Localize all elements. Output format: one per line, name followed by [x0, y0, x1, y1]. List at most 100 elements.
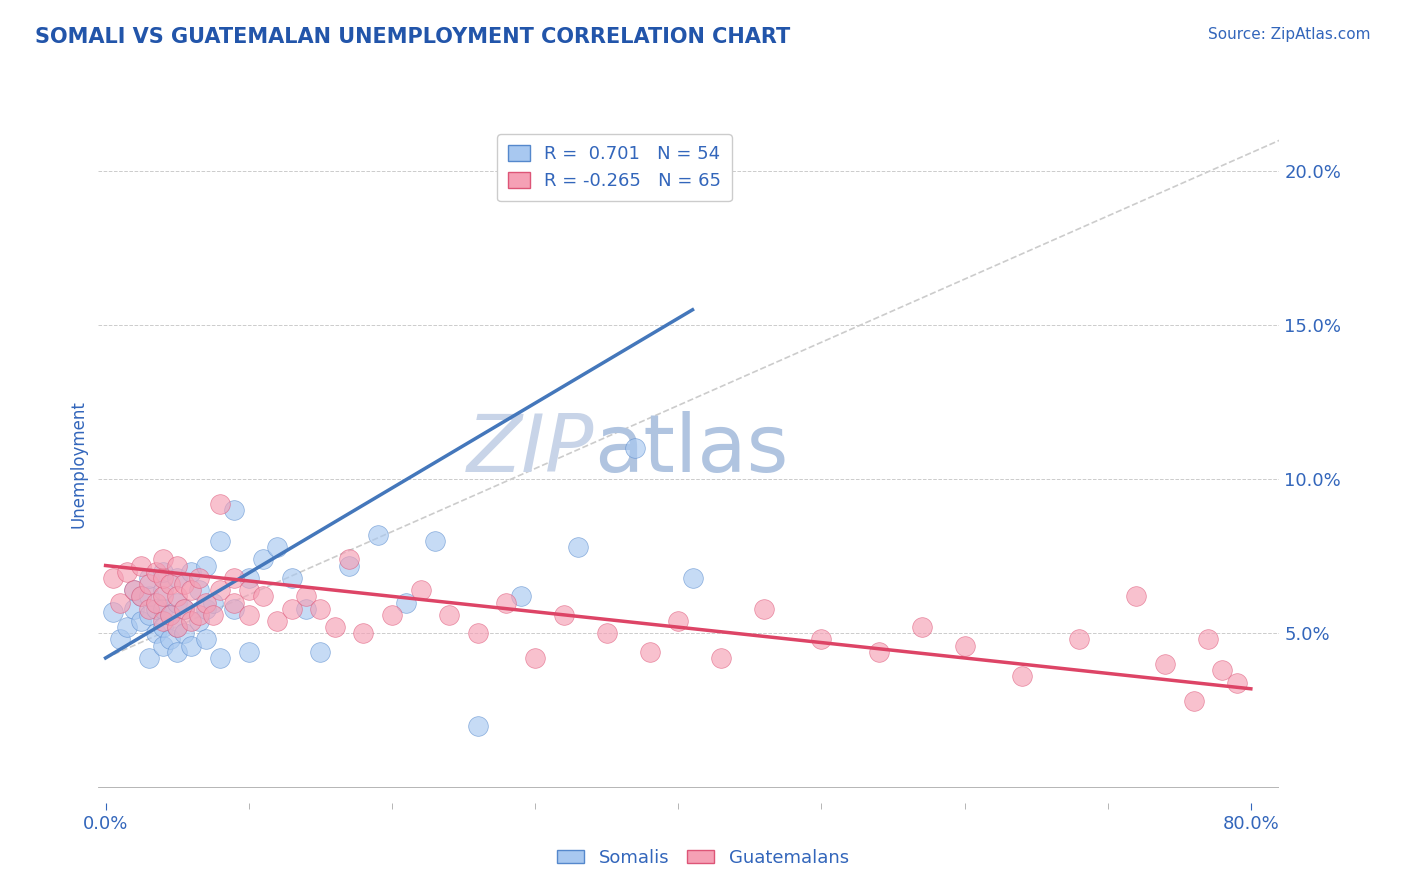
Point	[467, 626, 489, 640]
Point	[138, 571, 160, 585]
Point	[295, 590, 318, 604]
Point	[131, 590, 153, 604]
Point	[145, 626, 167, 640]
Point	[752, 601, 775, 615]
Point	[131, 614, 153, 628]
Point	[152, 639, 174, 653]
Point	[367, 527, 389, 541]
Point	[138, 607, 160, 622]
Point	[409, 583, 432, 598]
Point	[180, 565, 202, 579]
Point	[252, 590, 274, 604]
Point	[138, 590, 160, 604]
Point	[266, 540, 288, 554]
Point	[173, 626, 195, 640]
Point	[423, 533, 446, 548]
Point	[666, 614, 689, 628]
Point	[238, 645, 260, 659]
Point	[159, 607, 181, 622]
Point	[224, 571, 246, 585]
Point	[187, 607, 209, 622]
Point	[1197, 632, 1219, 647]
Point	[295, 601, 318, 615]
Point	[166, 571, 188, 585]
Point	[173, 601, 195, 615]
Point	[1154, 657, 1177, 672]
Text: ZIP: ZIP	[467, 411, 595, 490]
Point	[173, 577, 195, 591]
Point	[194, 601, 217, 615]
Point	[337, 558, 360, 573]
Point	[152, 620, 174, 634]
Point	[108, 595, 131, 609]
Legend: R =  0.701   N = 54, R = -0.265   N = 65: R = 0.701 N = 54, R = -0.265 N = 65	[498, 134, 733, 201]
Point	[201, 607, 224, 622]
Point	[187, 583, 209, 598]
Point	[953, 639, 976, 653]
Point	[166, 645, 188, 659]
Point	[101, 605, 124, 619]
Point	[209, 651, 232, 665]
Point	[224, 595, 246, 609]
Point	[122, 583, 145, 598]
Point	[309, 645, 332, 659]
Point	[138, 651, 160, 665]
Point	[152, 565, 174, 579]
Point	[381, 607, 404, 622]
Point	[166, 620, 188, 634]
Point	[238, 583, 260, 598]
Text: Source: ZipAtlas.com: Source: ZipAtlas.com	[1208, 27, 1371, 42]
Point	[524, 651, 547, 665]
Point	[159, 577, 181, 591]
Point	[266, 614, 288, 628]
Point	[710, 651, 733, 665]
Point	[553, 607, 575, 622]
Point	[1125, 590, 1147, 604]
Point	[1211, 663, 1233, 677]
Point	[138, 577, 160, 591]
Point	[209, 533, 232, 548]
Point	[108, 632, 131, 647]
Point	[122, 583, 145, 598]
Point	[131, 590, 153, 604]
Point	[682, 571, 704, 585]
Point	[187, 614, 209, 628]
Point	[495, 595, 517, 609]
Point	[166, 595, 188, 609]
Point	[152, 614, 174, 628]
Point	[437, 607, 460, 622]
Point	[252, 552, 274, 566]
Point	[224, 601, 246, 615]
Point	[145, 565, 167, 579]
Legend: Somalis, Guatemalans: Somalis, Guatemalans	[550, 842, 856, 874]
Point	[280, 571, 302, 585]
Point	[352, 626, 374, 640]
Point	[122, 601, 145, 615]
Point	[152, 601, 174, 615]
Point	[159, 632, 181, 647]
Point	[145, 595, 167, 609]
Point	[910, 620, 932, 634]
Point	[209, 497, 232, 511]
Point	[224, 503, 246, 517]
Point	[180, 614, 202, 628]
Point	[159, 607, 181, 622]
Point	[152, 552, 174, 566]
Text: atlas: atlas	[595, 411, 789, 490]
Point	[209, 583, 232, 598]
Point	[145, 601, 167, 615]
Point	[101, 571, 124, 585]
Point	[624, 442, 647, 456]
Point	[280, 601, 302, 615]
Point	[173, 601, 195, 615]
Point	[166, 590, 188, 604]
Point	[166, 620, 188, 634]
Point	[1011, 669, 1033, 683]
Point	[194, 632, 217, 647]
Point	[131, 558, 153, 573]
Point	[567, 540, 589, 554]
Point	[166, 558, 188, 573]
Point	[309, 601, 332, 615]
Point	[187, 571, 209, 585]
Point	[238, 607, 260, 622]
